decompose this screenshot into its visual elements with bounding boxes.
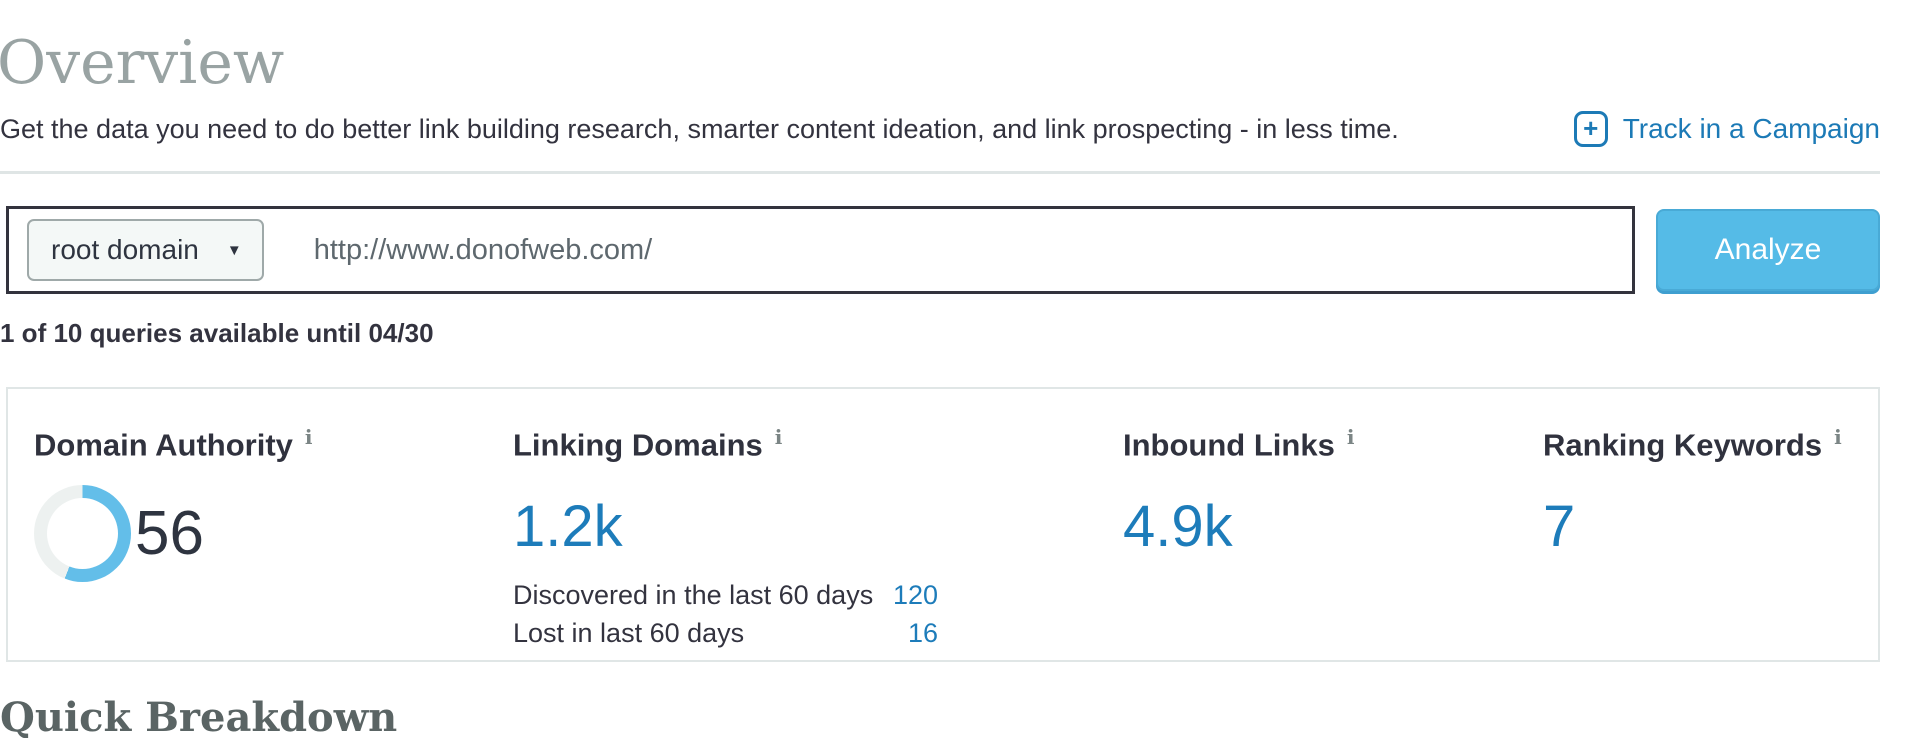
section-heading: Quick Breakdown: [0, 694, 398, 738]
domain-authority-row: 56: [34, 485, 513, 583]
scope-dropdown-label: root domain: [51, 234, 199, 265]
metrics-card: Domain Authority i 56 Linking Domains i 1.…: [6, 387, 1880, 662]
metric-value: 56: [135, 499, 204, 569]
plus-square-icon: +: [1573, 111, 1608, 147]
metric-ranking-keywords: Ranking Keywords i 7: [1543, 425, 1878, 660]
metric-value: 7: [1543, 494, 1576, 560]
detail-label: Lost in last 60 days: [513, 618, 745, 649]
analyze-button[interactable]: Analyze: [1656, 209, 1880, 291]
header-divider: [0, 171, 1880, 174]
queries-note: 1 of 10 queries available until 04/30: [0, 318, 434, 348]
metric-value: 4.9k: [1123, 494, 1233, 560]
domain-authority-gauge: [34, 485, 131, 583]
url-input[interactable]: [263, 209, 1632, 291]
detail-label: Discovered in the last 60 days: [513, 580, 874, 611]
detail-value[interactable]: 16: [907, 618, 938, 649]
detail-value[interactable]: 120: [892, 580, 938, 611]
metric-value: 1.2k: [513, 494, 623, 560]
url-search-box: root domain ▼: [6, 206, 1635, 294]
metric-label: Inbound Links i: [1123, 425, 1355, 463]
metric-label: Ranking Keywords i: [1543, 425, 1842, 463]
scope-dropdown[interactable]: root domain ▼: [27, 219, 264, 281]
info-icon[interactable]: i: [1834, 425, 1842, 449]
detail-row-lost: Lost in last 60 days 16: [513, 618, 938, 649]
metric-label: Linking Domains i: [513, 425, 783, 463]
info-icon[interactable]: i: [774, 425, 783, 449]
metric-label: Domain Authority i: [34, 425, 313, 463]
track-in-campaign-link[interactable]: + Track in a Campaign: [1573, 111, 1880, 147]
linking-domains-details: Discovered in the last 60 days 120 Lost …: [513, 580, 938, 649]
page-title: Overview: [0, 28, 285, 98]
metric-domain-authority: Domain Authority i 56: [34, 425, 513, 660]
page-subtitle: Get the data you need to do better link …: [0, 113, 1399, 144]
chevron-down-icon: ▼: [226, 241, 242, 259]
track-link-label: Track in a Campaign: [1622, 113, 1880, 144]
subtitle-row: Get the data you need to do better link …: [0, 111, 1880, 147]
search-row: root domain ▼ Analyze: [6, 206, 1880, 294]
metric-linking-domains: Linking Domains i 1.2k Discovered in the …: [513, 425, 1123, 660]
metric-inbound-links: Inbound Links i 4.9k: [1123, 425, 1543, 660]
info-icon[interactable]: i: [304, 425, 313, 449]
detail-row-discovered: Discovered in the last 60 days 120: [513, 580, 938, 611]
info-icon[interactable]: i: [1346, 425, 1355, 449]
